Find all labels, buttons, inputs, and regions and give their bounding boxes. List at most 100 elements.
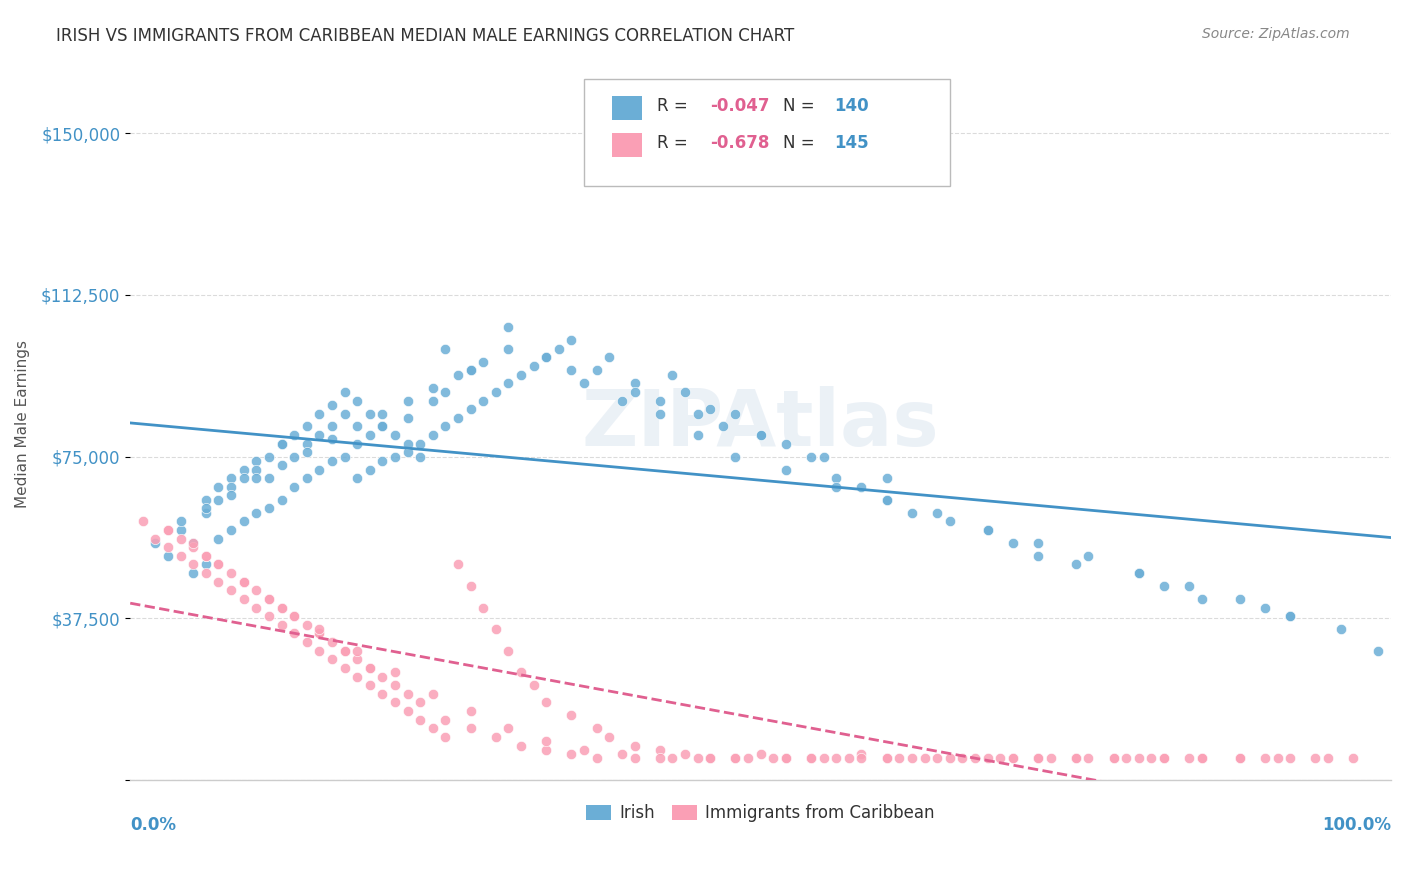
Point [889, 751, 911, 765]
Point [219, 523, 242, 537]
Point [775, 436, 797, 450]
Point [749, 747, 772, 761]
Point [673, 747, 696, 761]
Point [976, 523, 998, 537]
Point [245, 583, 267, 598]
Point [422, 381, 444, 395]
Point [699, 402, 721, 417]
Point [1229, 751, 1251, 765]
Point [800, 751, 823, 765]
Point [1153, 751, 1175, 765]
Point [422, 721, 444, 735]
Point [460, 579, 482, 593]
Point [572, 376, 595, 391]
Point [724, 751, 747, 765]
Point [169, 514, 191, 528]
Point [1128, 566, 1150, 580]
Point [485, 384, 508, 399]
Point [699, 751, 721, 765]
Point [825, 480, 848, 494]
Point [371, 687, 394, 701]
Point [257, 609, 280, 624]
Point [560, 747, 582, 761]
Point [384, 428, 406, 442]
Point [409, 436, 432, 450]
Point [523, 359, 546, 373]
Text: 140: 140 [834, 97, 869, 115]
Point [346, 471, 368, 485]
Point [384, 678, 406, 692]
Point [838, 751, 860, 765]
Point [460, 363, 482, 377]
Point [283, 480, 305, 494]
Point [409, 695, 432, 709]
Point [371, 669, 394, 683]
Point [661, 368, 683, 382]
Point [1316, 751, 1339, 765]
Point [181, 566, 204, 580]
Point [434, 419, 457, 434]
Point [560, 708, 582, 723]
Point [1191, 751, 1213, 765]
Point [1279, 609, 1302, 624]
Point [232, 591, 254, 606]
Legend: Irish, Immigrants from Caribbean: Irish, Immigrants from Caribbean [579, 797, 942, 829]
Point [422, 687, 444, 701]
Point [498, 643, 520, 657]
Point [245, 600, 267, 615]
Point [661, 751, 683, 765]
Point [371, 419, 394, 434]
Point [308, 622, 330, 636]
Point [371, 407, 394, 421]
Point [623, 739, 645, 753]
Point [560, 363, 582, 377]
Point [1153, 751, 1175, 765]
Point [1039, 751, 1062, 765]
Point [434, 730, 457, 744]
Point [699, 751, 721, 765]
Point [245, 462, 267, 476]
Point [536, 695, 558, 709]
Point [245, 454, 267, 468]
Point [346, 643, 368, 657]
Point [333, 643, 356, 657]
Point [673, 384, 696, 399]
Point [346, 652, 368, 666]
Point [1026, 536, 1049, 550]
Point [207, 574, 229, 589]
Point [194, 549, 217, 563]
Point [219, 566, 242, 580]
Point [825, 751, 848, 765]
Point [686, 751, 709, 765]
Text: 100.0%: 100.0% [1322, 815, 1391, 834]
Point [295, 471, 318, 485]
Point [749, 428, 772, 442]
Point [1026, 549, 1049, 563]
Point [737, 751, 759, 765]
Point [270, 436, 292, 450]
Point [1254, 751, 1277, 765]
Point [157, 523, 180, 537]
Point [321, 398, 343, 412]
Point [169, 523, 191, 537]
Point [1341, 751, 1364, 765]
Point [762, 751, 785, 765]
Y-axis label: Median Male Earnings: Median Male Earnings [15, 340, 30, 508]
Point [1102, 751, 1125, 765]
Point [257, 471, 280, 485]
FancyBboxPatch shape [583, 79, 949, 186]
Point [610, 393, 633, 408]
Point [219, 488, 242, 502]
Point [359, 678, 381, 692]
Point [851, 480, 873, 494]
Point [207, 492, 229, 507]
Text: -0.678: -0.678 [710, 134, 769, 153]
Point [333, 643, 356, 657]
Point [876, 492, 898, 507]
Point [927, 751, 949, 765]
Point [145, 536, 167, 550]
Point [245, 471, 267, 485]
Point [257, 450, 280, 464]
Point [270, 600, 292, 615]
Point [283, 609, 305, 624]
